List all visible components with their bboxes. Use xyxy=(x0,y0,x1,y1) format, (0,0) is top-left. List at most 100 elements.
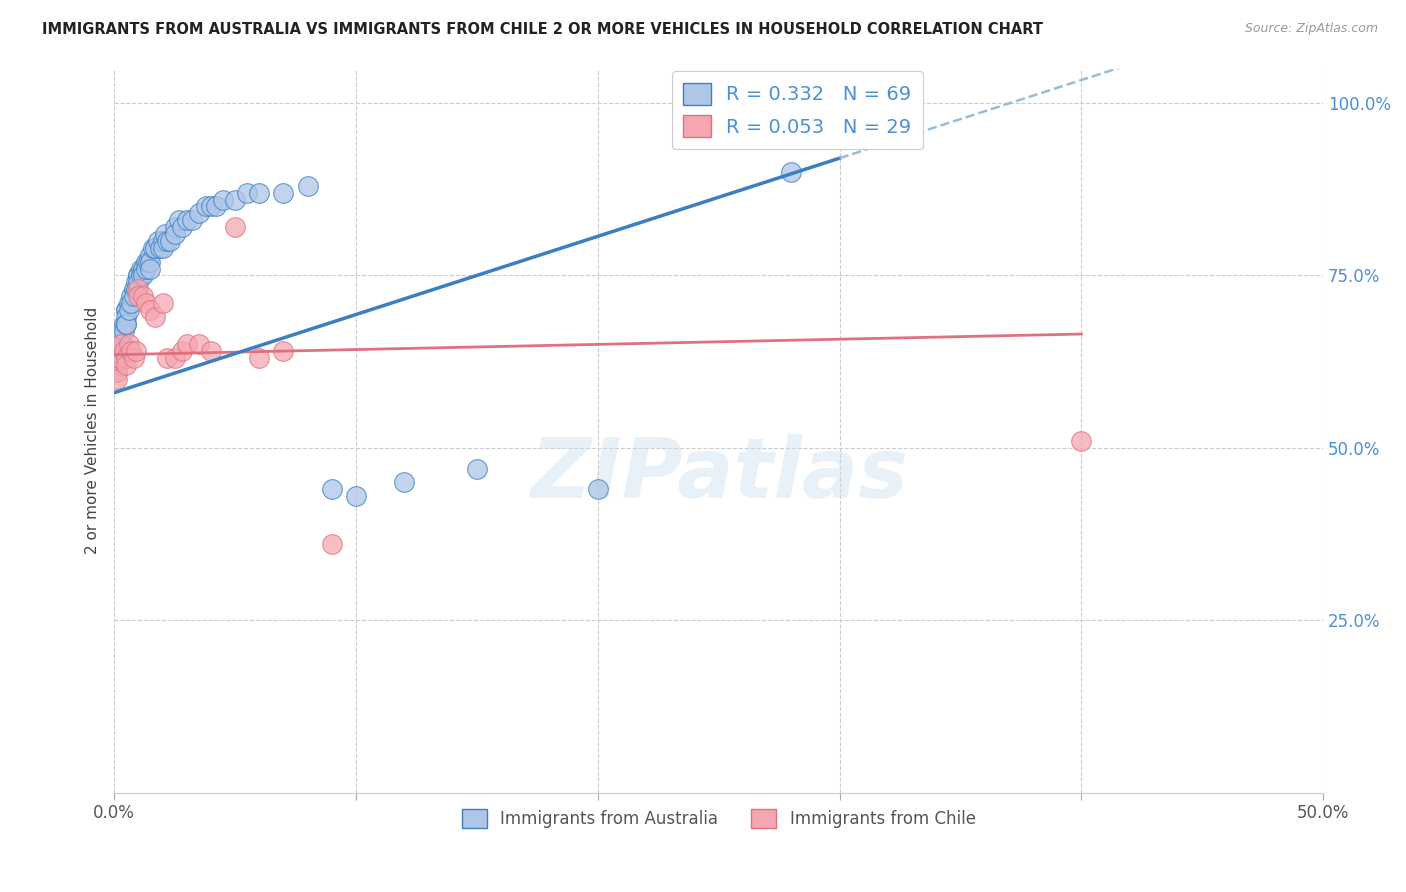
Point xyxy=(125,275,148,289)
Point xyxy=(200,199,222,213)
Point xyxy=(127,268,149,283)
Point xyxy=(139,302,162,317)
Point xyxy=(212,193,235,207)
Point xyxy=(224,193,246,207)
Point xyxy=(115,358,138,372)
Point xyxy=(115,302,138,317)
Point xyxy=(465,461,488,475)
Point xyxy=(129,268,152,283)
Point xyxy=(180,213,202,227)
Point xyxy=(127,268,149,283)
Point xyxy=(135,261,157,276)
Point xyxy=(108,344,131,359)
Point xyxy=(112,324,135,338)
Point xyxy=(127,289,149,303)
Point xyxy=(297,178,319,193)
Point xyxy=(224,220,246,235)
Point xyxy=(108,351,131,366)
Point xyxy=(152,241,174,255)
Point xyxy=(115,317,138,331)
Point xyxy=(118,337,141,351)
Point xyxy=(156,351,179,366)
Point xyxy=(143,310,166,324)
Point xyxy=(108,337,131,351)
Point xyxy=(132,261,155,276)
Point xyxy=(135,296,157,310)
Point xyxy=(132,268,155,283)
Point xyxy=(120,289,142,303)
Point xyxy=(125,344,148,359)
Point xyxy=(187,337,209,351)
Point xyxy=(127,282,149,296)
Point xyxy=(163,351,186,366)
Y-axis label: 2 or more Vehicles in Household: 2 or more Vehicles in Household xyxy=(86,307,100,554)
Point xyxy=(118,296,141,310)
Point xyxy=(156,234,179,248)
Point xyxy=(115,310,138,324)
Point xyxy=(139,248,162,262)
Point xyxy=(586,482,609,496)
Point xyxy=(176,337,198,351)
Point xyxy=(139,261,162,276)
Point xyxy=(170,220,193,235)
Point xyxy=(273,344,295,359)
Text: ZIPatlas: ZIPatlas xyxy=(530,434,908,515)
Point xyxy=(236,186,259,200)
Point xyxy=(187,206,209,220)
Point xyxy=(163,220,186,235)
Point xyxy=(195,199,218,213)
Point xyxy=(110,330,132,344)
Point xyxy=(120,344,142,359)
Point xyxy=(152,234,174,248)
Point xyxy=(159,234,181,248)
Point xyxy=(169,213,191,227)
Point xyxy=(780,165,803,179)
Point xyxy=(110,324,132,338)
Point xyxy=(153,227,176,241)
Point xyxy=(321,482,343,496)
Point xyxy=(125,282,148,296)
Legend: Immigrants from Australia, Immigrants from Chile: Immigrants from Australia, Immigrants fr… xyxy=(456,803,983,835)
Point xyxy=(118,302,141,317)
Point xyxy=(105,358,128,372)
Point xyxy=(200,344,222,359)
Point xyxy=(122,289,145,303)
Point xyxy=(143,241,166,255)
Point xyxy=(132,289,155,303)
Point xyxy=(105,351,128,366)
Point xyxy=(120,296,142,310)
Point xyxy=(122,282,145,296)
Point xyxy=(163,227,186,241)
Point xyxy=(170,344,193,359)
Point xyxy=(139,254,162,268)
Point xyxy=(115,302,138,317)
Point xyxy=(108,351,131,366)
Point xyxy=(344,489,367,503)
Point xyxy=(110,337,132,351)
Point xyxy=(129,261,152,276)
Point xyxy=(136,254,159,268)
Point xyxy=(105,358,128,372)
Text: Source: ZipAtlas.com: Source: ZipAtlas.com xyxy=(1244,22,1378,36)
Point xyxy=(149,241,172,255)
Point xyxy=(146,234,169,248)
Point xyxy=(122,351,145,366)
Point xyxy=(394,475,416,490)
Point xyxy=(105,365,128,379)
Point xyxy=(135,254,157,268)
Point xyxy=(115,351,138,366)
Point xyxy=(247,351,270,366)
Point xyxy=(273,186,295,200)
Point xyxy=(110,337,132,351)
Point xyxy=(1070,434,1092,448)
Point xyxy=(115,317,138,331)
Point xyxy=(176,213,198,227)
Point xyxy=(142,241,165,255)
Point xyxy=(105,365,128,379)
Point xyxy=(321,537,343,551)
Point xyxy=(112,344,135,359)
Point xyxy=(127,275,149,289)
Point xyxy=(152,296,174,310)
Point xyxy=(105,372,128,386)
Text: IMMIGRANTS FROM AUSTRALIA VS IMMIGRANTS FROM CHILE 2 OR MORE VEHICLES IN HOUSEHO: IMMIGRANTS FROM AUSTRALIA VS IMMIGRANTS … xyxy=(42,22,1043,37)
